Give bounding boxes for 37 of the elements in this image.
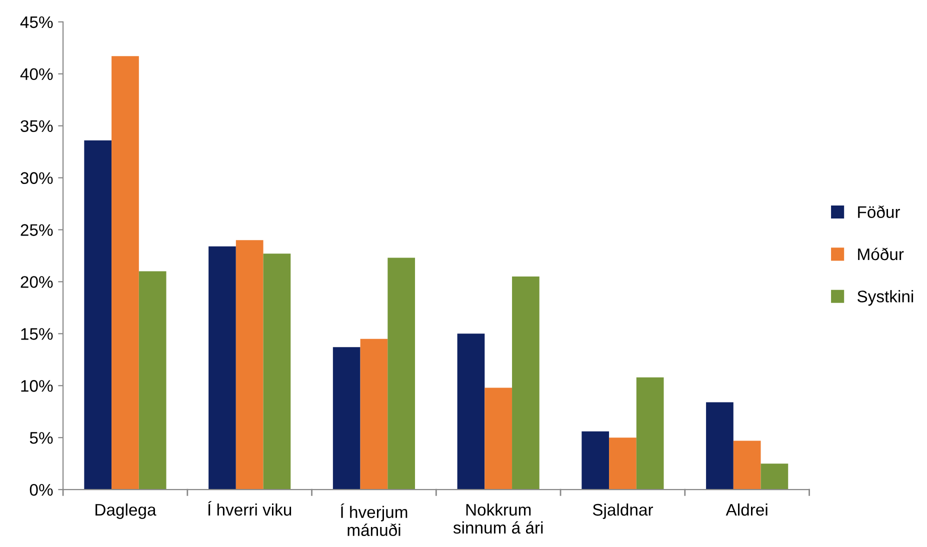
bar <box>112 56 139 490</box>
bar <box>138 271 166 490</box>
y-tick-label: 40% <box>20 68 53 80</box>
x-tick-label: Sjaldnar <box>592 503 654 519</box>
y-tick-label: 20% <box>20 276 53 288</box>
legend-label: Móður <box>858 248 904 260</box>
bar <box>360 338 388 490</box>
bar <box>760 464 788 490</box>
y-tick-label: 10% <box>21 380 53 392</box>
bar <box>636 377 664 490</box>
legend-label: Föður <box>858 206 900 218</box>
bar <box>388 258 416 490</box>
x-tick-label: Í hverri viku <box>208 501 292 516</box>
bar <box>457 334 485 490</box>
legend-label: Systkini <box>857 290 914 306</box>
x-tick-label: Daglega <box>96 503 156 519</box>
bar <box>733 440 761 490</box>
bar <box>236 240 264 490</box>
x-tick-label: Í hverjum mánuði <box>340 503 408 536</box>
bar <box>706 402 734 490</box>
y-tick-label: 25% <box>20 224 53 236</box>
bar <box>609 438 636 490</box>
bar <box>332 347 360 490</box>
y-tick-label: 35% <box>20 120 53 132</box>
bar <box>512 276 540 490</box>
y-tick-label: 30% <box>20 172 53 184</box>
y-tick-label: 0% <box>30 484 53 496</box>
y-tick-label: 45% <box>20 16 53 28</box>
bar <box>208 246 236 490</box>
x-tick-label: Nokkrum sinnum á ári <box>453 503 543 534</box>
y-tick-label: 15% <box>21 328 53 340</box>
y-tick-label: 5% <box>30 432 53 444</box>
bar <box>84 140 112 490</box>
bar <box>484 388 512 490</box>
bar <box>582 431 610 490</box>
x-tick-label: Aldrei <box>726 503 768 516</box>
bar <box>263 254 291 490</box>
